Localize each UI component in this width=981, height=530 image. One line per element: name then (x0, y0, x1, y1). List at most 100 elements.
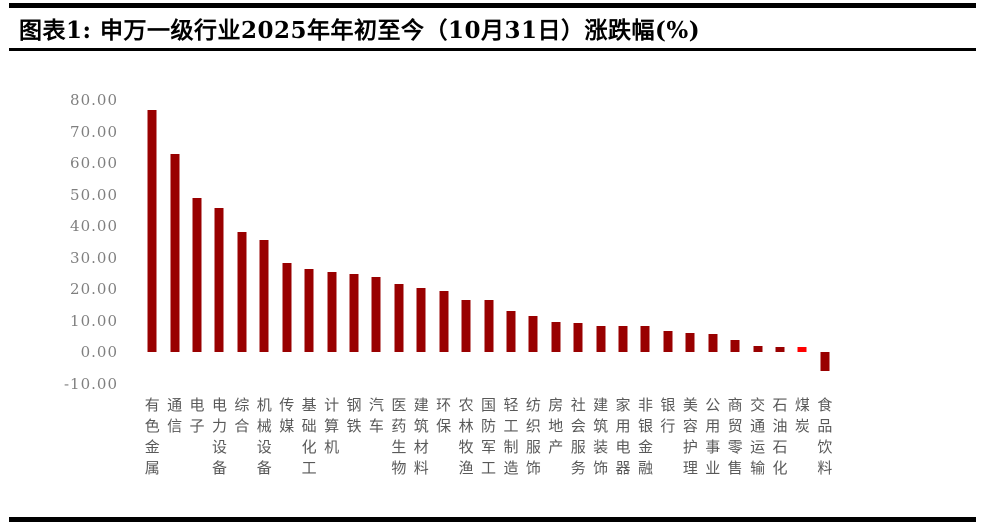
bar-slot (231, 100, 253, 384)
bar-slot (253, 100, 275, 384)
x-axis-label: 建筑材料 (413, 396, 429, 477)
bar-slot (746, 100, 768, 384)
bar-slot (657, 100, 679, 384)
bar (596, 325, 606, 353)
bar (416, 288, 426, 353)
bar (551, 322, 561, 353)
bar-slot (276, 100, 298, 384)
bar (663, 331, 673, 353)
bar-slot (343, 100, 365, 384)
bar (170, 154, 180, 353)
bar (327, 271, 337, 353)
x-axis-label: 环保 (436, 396, 452, 435)
bar-slot (410, 100, 432, 384)
x-axis-labels: 有色金属通信电子电力设备综合机械设备传媒基础化工计算机钢铁汽车医药生物建筑材料环… (141, 395, 836, 479)
bar-slot (500, 100, 522, 384)
figure-title: 图表1: 申万一级行业2025年年初至今（10月31日）涨跌幅(%) (19, 17, 701, 44)
bar (618, 325, 628, 353)
bar (573, 323, 583, 353)
bar-slot (432, 100, 454, 384)
x-axis-label: 石油石化 (772, 396, 788, 477)
bars (141, 100, 836, 384)
x-axis-label: 交通运输 (750, 396, 766, 477)
bar (708, 333, 718, 353)
x-axis-label: 美容护理 (682, 396, 698, 477)
bar-slot (702, 100, 724, 384)
x-axis-label: 农林牧渔 (458, 396, 474, 477)
x-axis-label: 电子 (189, 396, 205, 435)
x-axis-label: 传媒 (279, 396, 295, 435)
bar (528, 315, 538, 353)
bar (192, 198, 202, 353)
bar (685, 332, 695, 353)
y-axis-tick: 80.00 (70, 91, 118, 109)
bar (484, 300, 494, 353)
y-axis: 80.00 70.00 60.00 50.00 40.00 30.00 20.00 10.00… (0, 91, 118, 393)
x-axis-label: 房地产 (548, 396, 564, 456)
y-axis-tick: 10.00 (70, 311, 118, 330)
y-axis-tick: 60.00 (70, 154, 118, 173)
bar-slot (141, 100, 163, 384)
y-axis-tick: 70.00 (70, 122, 118, 141)
y-axis-tick: 40.00 (70, 217, 118, 236)
bar (775, 347, 785, 353)
bar-slot (522, 100, 544, 384)
x-axis-label: 机械设备 (256, 396, 272, 477)
bar (730, 339, 740, 353)
y-axis-tick: -10.00 (63, 375, 118, 393)
x-axis-label: 家用电器 (615, 396, 631, 477)
top-rule (9, 3, 976, 8)
bar (282, 262, 292, 353)
x-axis-label: 汽车 (368, 396, 384, 435)
x-axis-label: 公用事业 (705, 396, 721, 477)
x-axis-label: 医药生物 (391, 396, 407, 477)
bar-slot (320, 100, 342, 384)
bar (237, 231, 247, 353)
bar (147, 110, 157, 353)
bar (461, 299, 471, 353)
bar-slot (298, 100, 320, 384)
x-axis-label: 通信 (167, 396, 183, 435)
bar (797, 347, 807, 353)
bar-slot (186, 100, 208, 384)
x-axis-label: 电力设备 (211, 396, 227, 477)
x-axis-label: 食品饮料 (817, 396, 833, 477)
x-axis-label: 轻工制造 (503, 396, 519, 477)
bar-slot (724, 100, 746, 384)
bar (349, 273, 359, 353)
x-axis-label: 计算机 (324, 396, 340, 456)
bar-slot (769, 100, 791, 384)
bar (394, 283, 404, 353)
x-axis-label: 银行 (660, 396, 676, 435)
bar-slot (545, 100, 567, 384)
bar-slot (477, 100, 499, 384)
bar-slot (634, 100, 656, 384)
x-axis-label: 社会服务 (570, 396, 586, 477)
bar-slot (208, 100, 230, 384)
bar-chart (141, 100, 836, 384)
bar (640, 325, 650, 353)
bar (259, 240, 269, 353)
x-axis-label: 纺织服饰 (525, 396, 541, 477)
bar-slot (455, 100, 477, 384)
bar-slot (567, 100, 589, 384)
bar-slot (388, 100, 410, 384)
bar-slot (365, 100, 387, 384)
bar-slot (791, 100, 813, 384)
bar (371, 276, 381, 353)
y-axis-tick: 50.00 (70, 185, 118, 204)
bar-slot (163, 100, 185, 384)
title-divider-rule (9, 48, 976, 51)
x-axis-label: 建筑装饰 (593, 396, 609, 477)
bar (753, 346, 763, 353)
y-axis-tick: 20.00 (70, 280, 118, 299)
x-axis-label: 钢铁 (346, 396, 362, 435)
bar (439, 290, 449, 353)
x-axis-label: 商贸零售 (727, 396, 743, 477)
bar (214, 207, 224, 353)
x-axis-label: 综合 (234, 396, 250, 435)
bottom-rule (9, 517, 976, 522)
bar-slot (589, 100, 611, 384)
y-axis-tick: 30.00 (70, 248, 118, 267)
bar-slot (679, 100, 701, 384)
